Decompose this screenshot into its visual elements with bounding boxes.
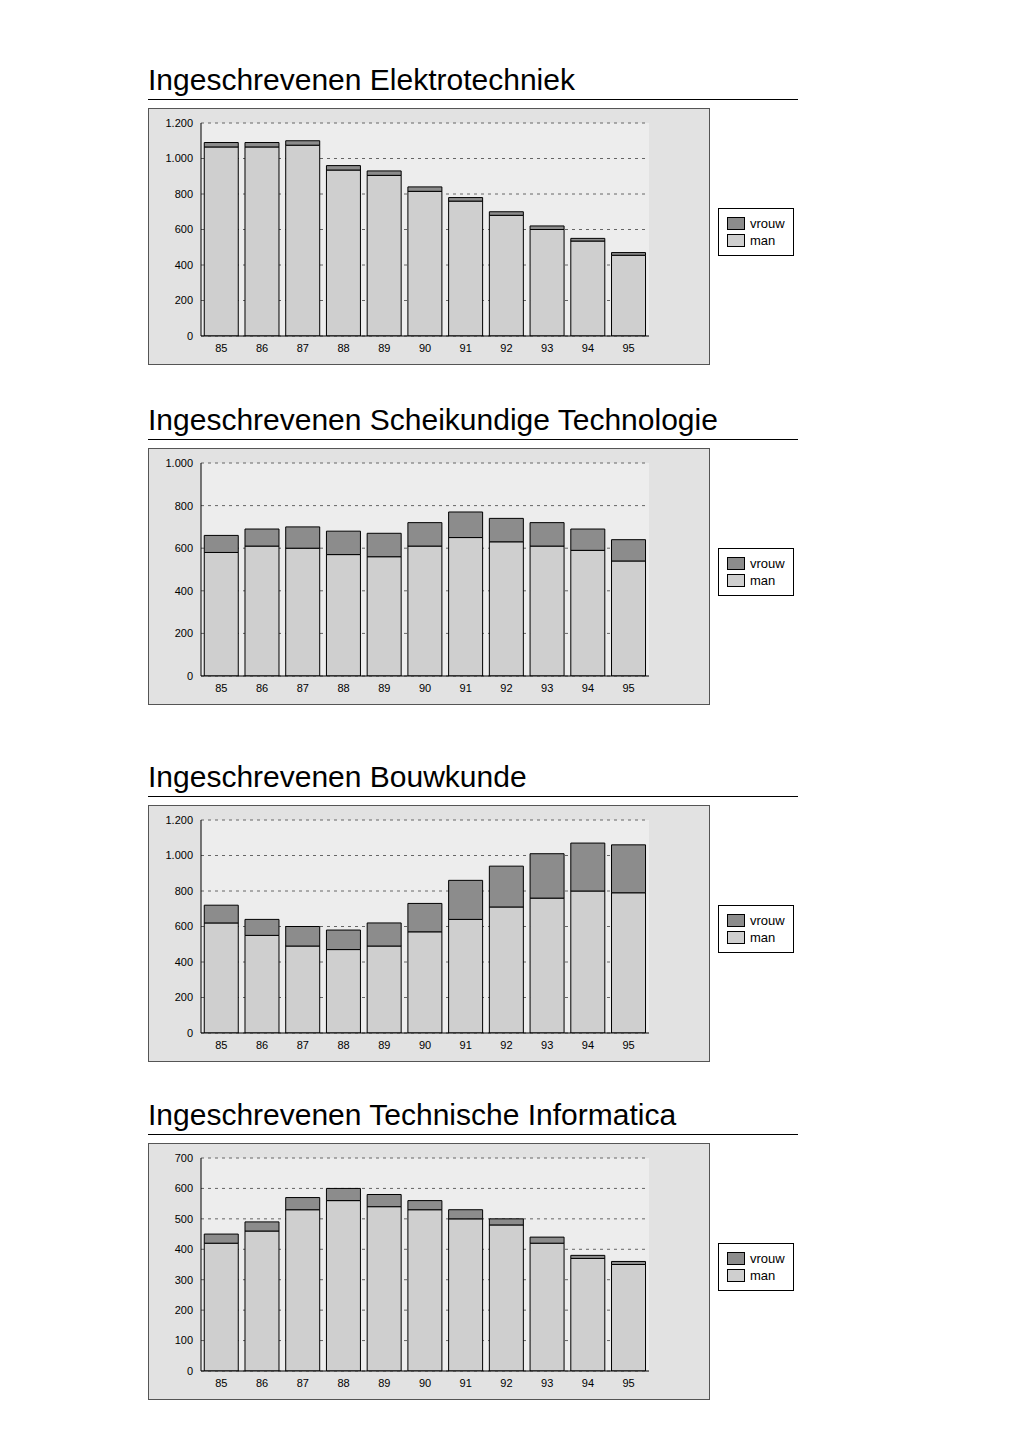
svg-text:200: 200 (175, 991, 193, 1003)
svg-text:86: 86 (256, 342, 268, 354)
svg-text:91: 91 (460, 1377, 472, 1389)
svg-text:1.200: 1.200 (165, 814, 193, 826)
html-text:vrouw: vrouw (750, 216, 785, 231)
svg-text:200: 200 (175, 1304, 193, 1316)
html-text:man: man (750, 1268, 776, 1283)
svg-text:1.000: 1.000 (165, 849, 193, 861)
svg-text:91: 91 (460, 342, 472, 354)
svg-text:85: 85 (215, 682, 227, 694)
svg-text:89: 89 (378, 1039, 390, 1051)
svg-text:86: 86 (256, 682, 268, 694)
svg-text:1.000: 1.000 (165, 152, 193, 164)
svg-text:94: 94 (582, 1039, 594, 1051)
svg-text:0: 0 (187, 670, 193, 682)
svg-text:300: 300 (175, 1274, 193, 1286)
svg-text:87: 87 (297, 1039, 309, 1051)
svg-text:89: 89 (378, 1377, 390, 1389)
svg-text:800: 800 (175, 500, 193, 512)
svg-text:0: 0 (187, 330, 193, 342)
svg-text:85: 85 (215, 342, 227, 354)
svg-text:1.000: 1.000 (165, 457, 193, 469)
svg-text:500: 500 (175, 1213, 193, 1225)
svg-text:86: 86 (256, 1039, 268, 1051)
svg-text:89: 89 (378, 342, 390, 354)
svg-text:95: 95 (623, 1377, 635, 1389)
html-text:man: man (750, 233, 776, 248)
html-text:vrouw: vrouw (750, 556, 785, 571)
svg-text:95: 95 (623, 342, 635, 354)
html-text:Ingeschrevenen Bouwkunde: Ingeschrevenen Bouwkunde (148, 760, 527, 793)
svg-text:90: 90 (419, 1039, 431, 1051)
svg-text:92: 92 (500, 1039, 512, 1051)
svg-text:600: 600 (175, 1182, 193, 1194)
svg-text:95: 95 (623, 1039, 635, 1051)
svg-text:94: 94 (582, 1377, 594, 1389)
svg-text:88: 88 (337, 682, 349, 694)
svg-text:100: 100 (175, 1334, 193, 1346)
html-text:Ingeschrevenen Elektrotechniek: Ingeschrevenen Elektrotechniek (148, 63, 575, 96)
svg-text:92: 92 (500, 1377, 512, 1389)
svg-text:85: 85 (215, 1377, 227, 1389)
svg-text:90: 90 (419, 682, 431, 694)
svg-text:88: 88 (337, 1039, 349, 1051)
svg-text:85: 85 (215, 1039, 227, 1051)
svg-text:600: 600 (175, 920, 193, 932)
svg-text:400: 400 (175, 259, 193, 271)
svg-text:93: 93 (541, 682, 553, 694)
svg-text:87: 87 (297, 1377, 309, 1389)
svg-text:89: 89 (378, 682, 390, 694)
svg-text:600: 600 (175, 542, 193, 554)
svg-text:94: 94 (582, 682, 594, 694)
svg-text:93: 93 (541, 1039, 553, 1051)
html-text:Ingeschrevenen Technische Info: Ingeschrevenen Technische Informatica (148, 1098, 677, 1131)
svg-text:95: 95 (623, 682, 635, 694)
svg-text:90: 90 (419, 342, 431, 354)
html-text:vrouw: vrouw (750, 1251, 785, 1266)
svg-text:200: 200 (175, 627, 193, 639)
svg-text:700: 700 (175, 1152, 193, 1164)
svg-text:88: 88 (337, 1377, 349, 1389)
html-text:vrouw: vrouw (750, 913, 785, 928)
svg-text:92: 92 (500, 682, 512, 694)
svg-text:91: 91 (460, 682, 472, 694)
svg-text:88: 88 (337, 342, 349, 354)
svg-text:400: 400 (175, 956, 193, 968)
svg-text:400: 400 (175, 1243, 193, 1255)
svg-text:91: 91 (460, 1039, 472, 1051)
html-text:Ingeschrevenen Scheikundige Te: Ingeschrevenen Scheikundige Technologie (148, 403, 718, 436)
svg-text:92: 92 (500, 342, 512, 354)
svg-text:93: 93 (541, 1377, 553, 1389)
svg-text:800: 800 (175, 188, 193, 200)
svg-text:200: 200 (175, 294, 193, 306)
svg-text:0: 0 (187, 1365, 193, 1377)
svg-text:90: 90 (419, 1377, 431, 1389)
svg-text:86: 86 (256, 1377, 268, 1389)
html-text:man: man (750, 930, 776, 945)
svg-text:87: 87 (297, 342, 309, 354)
svg-text:93: 93 (541, 342, 553, 354)
svg-text:87: 87 (297, 682, 309, 694)
svg-text:400: 400 (175, 585, 193, 597)
svg-text:1.200: 1.200 (165, 117, 193, 129)
svg-text:0: 0 (187, 1027, 193, 1039)
svg-text:94: 94 (582, 342, 594, 354)
svg-text:800: 800 (175, 885, 193, 897)
svg-text:600: 600 (175, 223, 193, 235)
html-text:man: man (750, 573, 776, 588)
